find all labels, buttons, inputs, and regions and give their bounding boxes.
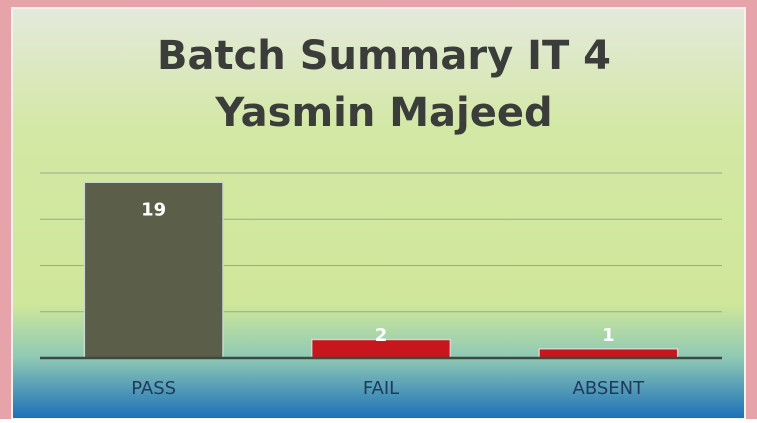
data-label: 1 (602, 325, 615, 346)
chart-subtitle: Yasmin Majeed (214, 90, 552, 136)
bar (83, 181, 224, 359)
x-tick-label: ABSENT (573, 378, 646, 399)
x-tick-label: PASS (131, 378, 176, 399)
bar (538, 348, 679, 359)
chart-title: Batch Summary IT 4 (157, 33, 611, 79)
data-label: 19 (141, 199, 166, 220)
data-label: 2 (375, 325, 388, 346)
x-tick-label: FAIL (363, 378, 399, 399)
